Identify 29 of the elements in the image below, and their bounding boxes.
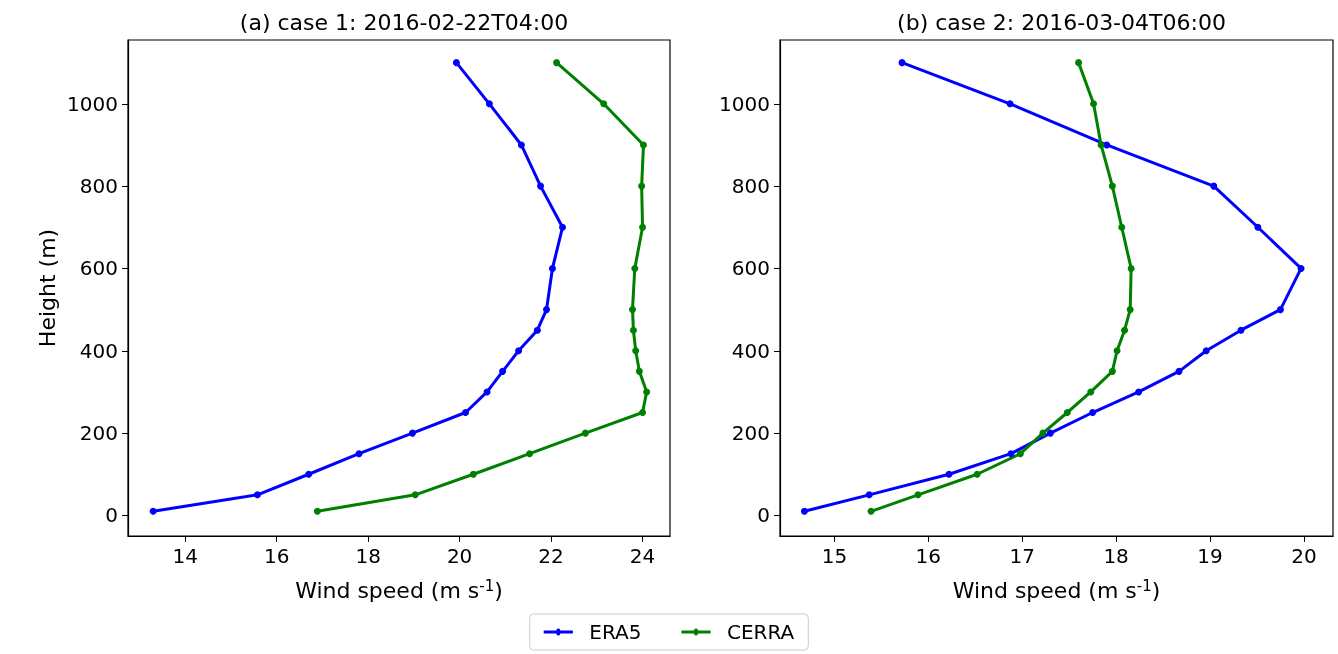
x-tick-label: 14 — [172, 544, 198, 568]
y-tick-label: 400 — [731, 338, 770, 363]
x-tick-label: 24 — [629, 544, 656, 568]
x-tick-label: 22 — [538, 544, 564, 568]
x-tick-label: 19 — [1197, 544, 1223, 568]
x-tick-label: 16 — [263, 544, 290, 568]
x-tick-label: 20 — [446, 544, 473, 568]
y-tick-label: 600 — [731, 256, 770, 281]
legend-label: CERRA — [727, 620, 795, 644]
y-tick-label: 800 — [79, 174, 118, 199]
x-tick-label: 18 — [1103, 544, 1129, 568]
x-tick-label: 16 — [915, 544, 942, 568]
x-tick-label: 20 — [1291, 544, 1317, 568]
y-tick-label: 1000 — [719, 91, 770, 116]
y-tick-label: 200 — [79, 421, 118, 446]
y-axis-title: Height (m) — [34, 228, 60, 348]
legend-label: ERA5 — [589, 620, 642, 644]
y-tick-label: 1000 — [67, 91, 118, 116]
y-tick-label: 800 — [731, 174, 770, 199]
y-tick-label: 200 — [731, 421, 770, 446]
x-tick-label: 15 — [821, 544, 848, 568]
y-tick-label: 0 — [105, 503, 118, 528]
y-tick-label: 400 — [79, 338, 118, 363]
chart-title: (b) case 2: 2016-03-04T06:00 — [897, 9, 1226, 35]
x-tick-label: 17 — [1009, 544, 1035, 568]
y-tick-label: 0 — [757, 503, 770, 528]
y-tick-label: 600 — [79, 256, 118, 281]
chart-title: (a) case 1: 2016-02-22T04:00 — [239, 9, 569, 35]
x-tick-label: 18 — [355, 544, 381, 568]
